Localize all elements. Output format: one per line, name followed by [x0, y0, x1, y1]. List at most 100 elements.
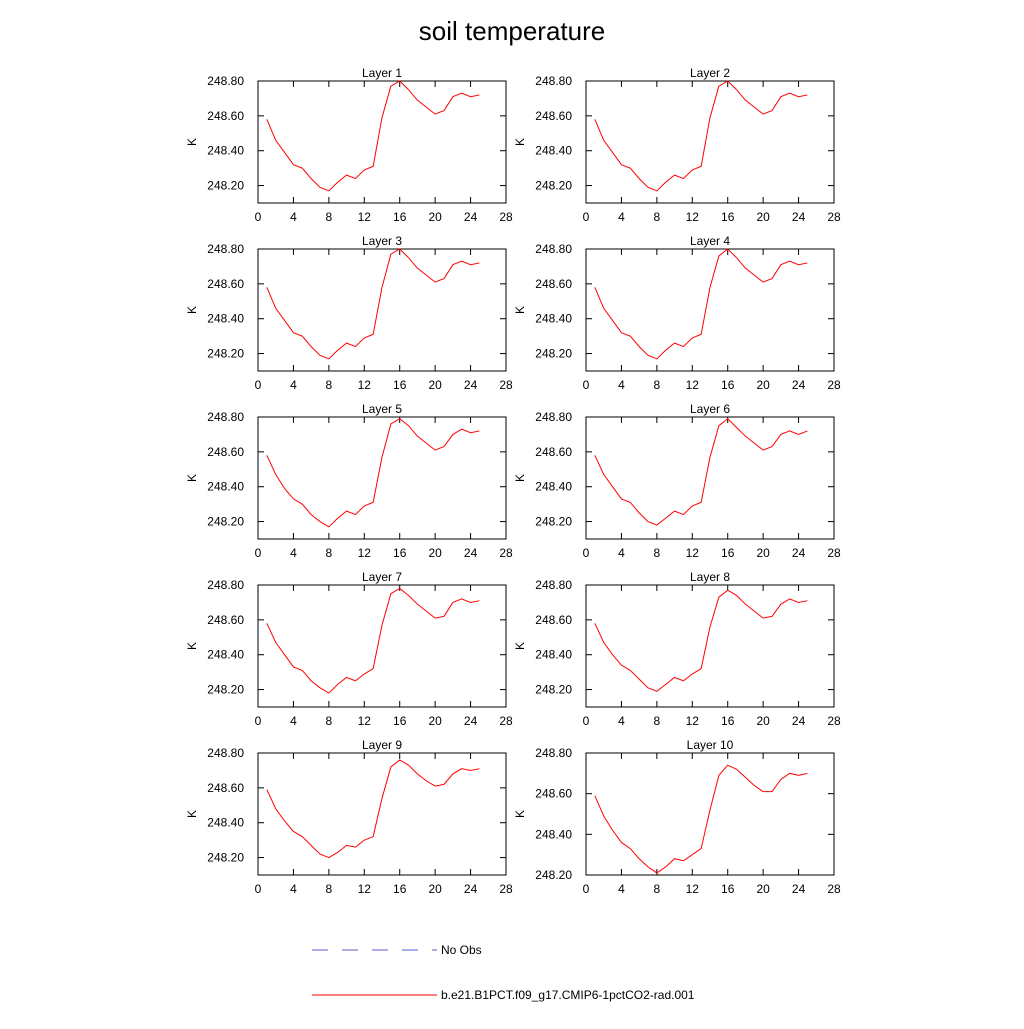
x-tick-label: 0 — [255, 546, 262, 560]
data-line — [594, 80, 808, 192]
x-tick-label: 24 — [792, 714, 806, 728]
y-tick-label: 248.80 — [535, 242, 572, 256]
y-tick-label: 248.20 — [207, 851, 244, 865]
plot-frame — [257, 416, 507, 540]
x-tick-label: 0 — [583, 714, 590, 728]
x-tick-label: 4 — [290, 714, 297, 728]
x-tick-label: 0 — [255, 882, 262, 896]
x-tick-label: 20 — [756, 378, 770, 392]
plot-frame — [585, 248, 835, 372]
x-tick-label: 16 — [393, 546, 407, 560]
x-tick-label: 0 — [583, 210, 590, 224]
x-tick-label: 4 — [618, 546, 625, 560]
legend-label: No Obs — [441, 943, 482, 957]
x-tick-label: 20 — [428, 378, 442, 392]
x-tick-label: 24 — [792, 210, 806, 224]
x-tick-label: 20 — [428, 546, 442, 560]
y-tick-label: 248.20 — [535, 868, 572, 882]
x-tick-label: 0 — [583, 546, 590, 560]
x-tick-label: 24 — [792, 882, 806, 896]
legend-label: b.e21.B1PCT.f09_g17.CMIP6-1pctCO2-rad.00… — [441, 988, 695, 1002]
y-tick-label: 248.60 — [535, 445, 572, 459]
x-tick-label: 8 — [654, 210, 661, 224]
y-axis-label: K — [185, 810, 199, 818]
x-tick-label: 24 — [464, 882, 478, 896]
y-tick-label: 248.40 — [207, 480, 244, 494]
x-tick-label: 4 — [618, 882, 625, 896]
x-tick-label: 4 — [290, 210, 297, 224]
y-tick-label: 248.80 — [535, 410, 572, 424]
figure-title: soil temperature — [419, 16, 605, 46]
x-tick-label: 16 — [393, 714, 407, 728]
x-tick-label: 28 — [827, 546, 841, 560]
x-tick-label: 8 — [326, 210, 333, 224]
x-tick-label: 28 — [827, 378, 841, 392]
y-tick-label: 248.20 — [207, 347, 244, 361]
x-tick-label: 8 — [654, 378, 661, 392]
panel: Layer 1 K 0 4 8 12 16 20 24 28 248.20 248.40 248.60 2… — [185, 66, 513, 224]
x-tick-label: 0 — [255, 714, 262, 728]
data-line — [266, 759, 480, 859]
y-tick-label: 248.20 — [535, 179, 572, 193]
x-tick-label: 28 — [499, 210, 513, 224]
y-tick-label: 248.40 — [535, 480, 572, 494]
plot-frame — [257, 752, 507, 876]
panel: Layer 7 K 0 4 8 12 16 20 24 28 248.20 248.40 248.60 2… — [185, 570, 513, 728]
panel: Layer 8 K 0 4 8 12 16 20 24 28 248.20 248.40 248.60 2… — [513, 570, 841, 728]
x-tick-label: 0 — [255, 378, 262, 392]
plot-frame — [257, 80, 507, 204]
x-tick-label: 24 — [792, 378, 806, 392]
plot-frame — [585, 80, 835, 204]
y-tick-label: 248.60 — [207, 781, 244, 795]
x-tick-label: 4 — [618, 378, 625, 392]
panel-title: Layer 7 — [362, 570, 402, 584]
data-line — [266, 248, 480, 360]
y-tick-label: 248.60 — [207, 613, 244, 627]
y-axis-label: K — [513, 642, 527, 650]
y-tick-label: 248.80 — [207, 74, 244, 88]
y-tick-label: 248.60 — [535, 787, 572, 801]
y-tick-label: 248.80 — [207, 242, 244, 256]
x-tick-label: 20 — [428, 714, 442, 728]
x-tick-label: 28 — [499, 882, 513, 896]
y-tick-label: 248.80 — [207, 578, 244, 592]
data-line — [594, 248, 808, 360]
y-tick-label: 248.40 — [535, 144, 572, 158]
x-tick-label: 4 — [290, 378, 297, 392]
x-tick-label: 28 — [827, 882, 841, 896]
data-line — [594, 589, 808, 692]
data-line — [266, 418, 480, 528]
panel: Layer 3 K 0 4 8 12 16 20 24 28 248.20 248.40 248.60 2… — [185, 234, 513, 392]
x-tick-label: 8 — [654, 546, 661, 560]
x-tick-label: 8 — [326, 882, 333, 896]
y-axis-label: K — [185, 306, 199, 314]
y-axis-label: K — [513, 474, 527, 482]
x-tick-label: 16 — [721, 378, 735, 392]
x-tick-label: 16 — [721, 546, 735, 560]
x-tick-label: 16 — [393, 210, 407, 224]
x-tick-label: 12 — [686, 210, 700, 224]
y-tick-label: 248.80 — [535, 746, 572, 760]
panel: Layer 6 K 0 4 8 12 16 20 24 28 248.20 248.40 248.60 2… — [513, 402, 841, 560]
y-tick-label: 248.60 — [535, 277, 572, 291]
plot-frame — [257, 248, 507, 372]
x-tick-label: 16 — [393, 882, 407, 896]
panel-title: Layer 6 — [690, 402, 730, 416]
panel: Layer 9 K 0 4 8 12 16 20 24 28 248.20 248.40 248.60 2… — [185, 738, 513, 896]
x-tick-label: 8 — [326, 378, 333, 392]
x-tick-label: 12 — [686, 882, 700, 896]
x-tick-label: 8 — [326, 714, 333, 728]
y-tick-label: 248.80 — [535, 578, 572, 592]
x-tick-label: 24 — [464, 546, 478, 560]
y-tick-label: 248.60 — [535, 613, 572, 627]
x-tick-label: 16 — [721, 210, 735, 224]
y-tick-label: 248.20 — [207, 515, 244, 529]
data-line — [594, 418, 808, 526]
y-tick-label: 248.80 — [207, 410, 244, 424]
x-tick-label: 20 — [756, 882, 770, 896]
panel: Layer 4 K 0 4 8 12 16 20 24 28 248.20 248.40 248.60 2… — [513, 234, 841, 392]
data-line — [594, 764, 808, 874]
y-axis-label: K — [185, 642, 199, 650]
panel-title: Layer 10 — [687, 738, 734, 752]
